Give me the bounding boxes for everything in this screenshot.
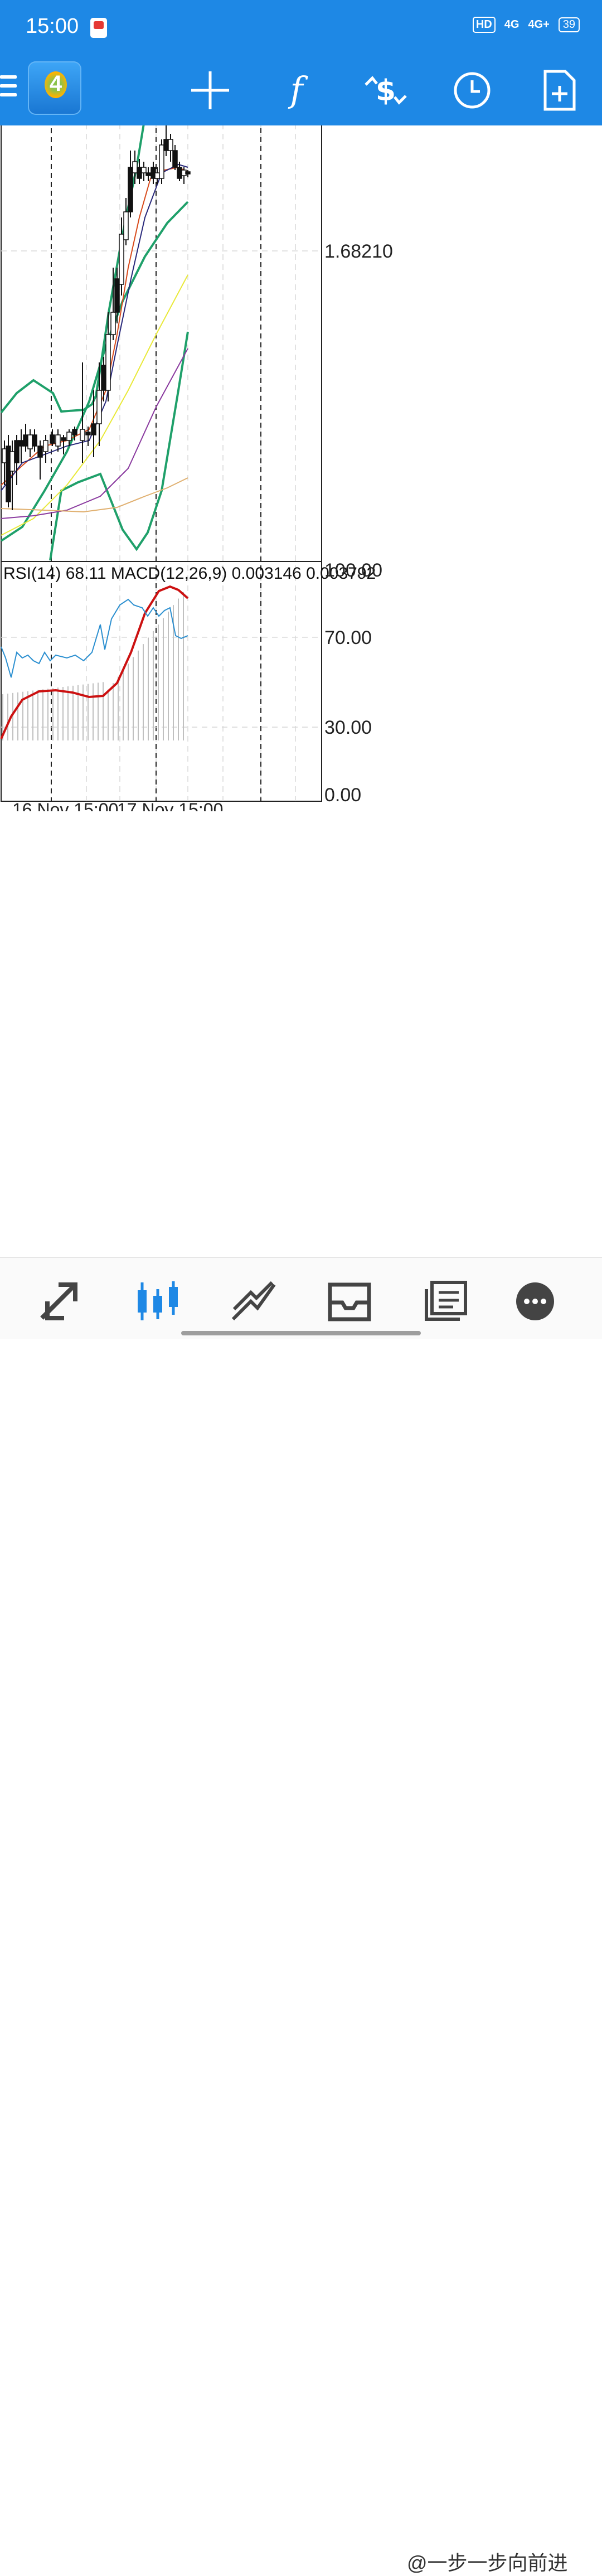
svg-text:f: f [288,69,309,110]
app-notification-icon [90,18,107,38]
signal-icon-2: 4G+ [528,18,550,31]
ma-tan-line [1,477,188,513]
indicator-axis-label: 30.00 [324,717,372,738]
candle-body [145,172,151,176]
candle-body [6,446,11,502]
menu-icon[interactable] [0,75,17,103]
indicator-axis-label: 100.00 [324,560,382,581]
rsi-line [1,598,188,678]
bottom-nav: @一步一步向前进 [0,1257,602,2574]
candle-body [27,434,33,449]
candle-body [168,139,173,151]
macd-signal-line [0,585,189,739]
candle-body [80,429,85,441]
candle-body [96,390,102,424]
candle-body [91,423,96,435]
candle-body [172,150,178,168]
candle-body [32,434,37,447]
indicator-axis-label: 70.00 [324,627,372,648]
signal-icon-1: 4G [504,18,520,31]
candle-body [159,144,164,179]
trade-dollar-icon[interactable]: $ [362,67,409,114]
status-bar: 15:00 HD 4G 4G+ 39 [0,0,602,56]
candle-body [123,211,129,240]
hd-icon: HD [472,17,496,33]
status-time: 15:00 [26,14,79,38]
candle-body [141,167,147,173]
chart-area [1,125,322,802]
chart-ohlc: 1.70125 1.70125 1.70108 1.70110 [4,125,293,126]
candle-body [110,312,116,335]
mt4-logo-icon[interactable] [28,61,81,115]
time-axis-label: 17 Nov 15:00 [117,800,223,811]
bollinger-middle-line [0,201,189,542]
time-axis-label: 16 Nov 15:00 [12,800,118,811]
trade-icon[interactable] [229,1279,279,1324]
quotes-icon[interactable] [36,1279,86,1324]
candle-body [72,429,77,435]
candle-body [37,446,43,458]
status-indicators: HD 4G 4G+ 39 [472,17,580,33]
crosshair-icon[interactable] [187,67,234,114]
candle-body [101,365,106,391]
candle-body [137,167,142,179]
svg-text:$: $ [376,74,396,108]
candle-body [128,167,133,212]
candle-body [23,434,28,447]
candle-body [66,432,72,441]
price-chart[interactable]: #387829024 sell, 0.12#387673411 sell, 0.… [0,125,602,811]
toolbar: f $ [0,56,602,125]
chart-icon[interactable] [132,1279,182,1324]
candle-body [61,437,66,441]
gesture-bar[interactable] [181,1331,421,1335]
candle-body [132,161,138,173]
bollinger-lower-line [49,331,189,561]
candle-body [119,234,124,285]
candle-body [154,172,160,179]
ma-purple-line [1,348,188,519]
ma-slow-line [1,274,188,536]
candle-body [18,440,24,447]
settings-icon[interactable] [510,1279,560,1324]
candle-body [105,334,111,391]
indicator-header: RSI(14) 68.11 MACD(12,26,9) 0.003146 0.0… [3,564,376,583]
candle-body [43,440,48,452]
candle-body [114,278,120,313]
candle-body [163,139,169,151]
indicator-f-icon[interactable]: f [273,67,320,114]
history-icon[interactable] [324,1279,375,1324]
candle-body [177,167,182,179]
battery-icon: 39 [558,17,580,32]
add-template-icon[interactable] [535,67,582,114]
candle-body [85,432,91,435]
indicator-axis-label: 0.00 [324,785,361,806]
candle-body [14,440,20,463]
price-axis-label: 1.68210 [324,241,393,262]
timeframe-clock-icon[interactable] [449,67,496,114]
messages-icon[interactable] [421,1279,471,1324]
candle-body [9,451,15,472]
candle-body [185,171,191,175]
candle-body [50,434,55,444]
candle-body [55,434,61,447]
watermark-text: @一步一步向前进 [407,2551,568,2574]
